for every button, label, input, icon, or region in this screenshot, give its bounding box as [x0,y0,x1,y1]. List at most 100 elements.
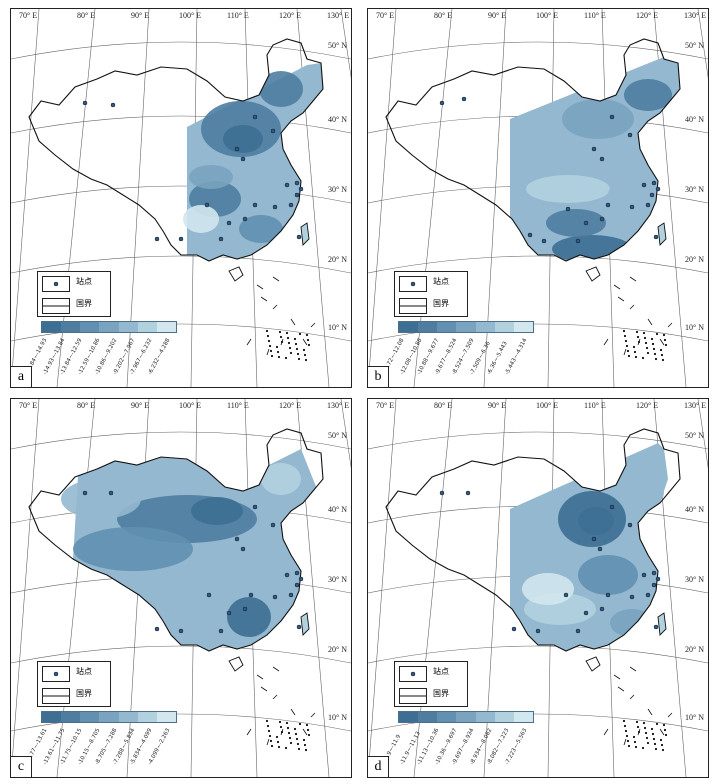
hainan-outline [228,656,244,672]
station-label: 站点 [433,667,449,676]
station-point [82,490,88,496]
station-point [527,232,533,238]
longitude-tick: 120° E [279,11,302,20]
map-canvas [11,9,351,387]
station-symbol [399,276,427,292]
station-point [439,100,445,106]
interpolation-surface [183,63,323,261]
latitude-tick: 20° N [685,255,704,264]
country-border [385,428,681,652]
panel-letter: c [11,756,32,777]
station-point [272,594,278,600]
map-canvas [368,399,708,777]
station-point [439,490,445,496]
taiwan-outline [300,612,310,636]
ramp-class-4 [475,322,495,332]
legend-row-border: 国界 [38,294,110,316]
station-point [627,522,633,528]
latitude-tick: 10° N [685,323,704,332]
ramp-labels: -13.72~-12.08 -12.08~-10.88 -10.88~-9.677-… [381,336,533,376]
value-zone [546,209,606,237]
station-point [591,146,597,152]
station-symbol [42,276,70,292]
station-point [605,592,611,598]
station-point [599,156,605,162]
longitude-tick: 110° E [227,11,249,20]
legend-row-border: 国界 [38,684,110,706]
legend-row-border: 国界 [395,684,467,706]
station-point [609,504,615,510]
longitude-tick: 80° E [77,401,96,410]
ramp-class-2 [80,712,100,722]
ramp-class-4 [118,712,138,722]
station-point [298,186,304,192]
station-point [465,490,471,496]
map-panel-a: 70° E 80° E 90° E 100° E 110° E 120° E 130° E 1… [10,8,352,388]
ramp-class-1 [61,322,81,332]
station-point [651,180,657,186]
latitude-tick: 10° N [328,323,347,332]
station-point [288,202,294,208]
station-point [541,238,547,244]
station-point [206,592,212,598]
legend-row-station: 站点 [38,662,110,684]
station-point [651,570,657,576]
map-panel-c: 70° E 80° E 90° E 100° E 110° E 120° E 130° E 1… [10,398,352,778]
latitude-tick: 20° N [328,255,347,264]
longitude-tick: 100° E [179,11,202,20]
ramp-class-0 [399,712,419,722]
longitude-tick: 90° E [131,401,150,410]
value-zone [562,99,634,139]
station-point [252,202,258,208]
station-point [234,536,240,542]
station-point [270,522,276,528]
station-symbol [42,666,70,682]
station-point [234,146,240,152]
value-zone [624,79,672,111]
legend-row-station: 站点 [395,272,467,294]
latitude-tick: 50° N [685,431,704,440]
ramp-labels: -17.84~-14.93 -14.93~-13.84 -13.84~-12.59-… [24,336,176,376]
map-panel-b: 70° E 80° E 90° E 100° E 110° E 120° E 130° E 1… [367,8,709,388]
color-ramp: -12.9~-11.9 -11.9~-11.13 -11.13~-10.36 -10.… [381,711,534,766]
taiwan-outline [657,612,667,636]
legend-row-station: 站点 [38,272,110,294]
station-point [240,156,246,162]
longitude-tick: 100° E [536,401,559,410]
station-point [605,202,611,208]
station-point [252,114,258,120]
legend: 站点国界 [394,661,468,707]
hainan-outline [585,266,601,282]
ramp-class-5 [494,322,514,332]
station-point [284,182,290,188]
longitude-tick: 70° E [19,11,38,20]
longitude-tick: 70° E [19,401,38,410]
station-point [178,628,184,634]
legend: 站点 国界 [394,271,468,317]
station-point [645,202,651,208]
station-point [653,234,659,240]
ramp-class-4 [118,322,138,332]
panel-letter: b [368,366,389,387]
ramp-class-6 [156,712,176,722]
station-label: 站点 [76,667,92,676]
station-point [154,236,160,242]
longitude-tick: 110° E [227,401,249,410]
station-point [629,594,635,600]
value-zone [522,573,574,605]
ramp-class-6 [156,322,176,332]
border-symbol [42,688,70,704]
longitude-tick: 110° E [584,11,606,20]
station-point [575,238,581,244]
south-sea-islands [246,276,316,362]
station-point [288,592,294,598]
ramp-class-0 [42,712,62,722]
station-label: 站点 [433,277,449,286]
station-point [609,114,615,120]
station-point [583,610,589,616]
station-point [535,628,541,634]
map-canvas [368,9,708,387]
value-zone [223,125,263,153]
longitude-tick: 80° E [434,401,453,410]
value-zone [239,215,283,243]
